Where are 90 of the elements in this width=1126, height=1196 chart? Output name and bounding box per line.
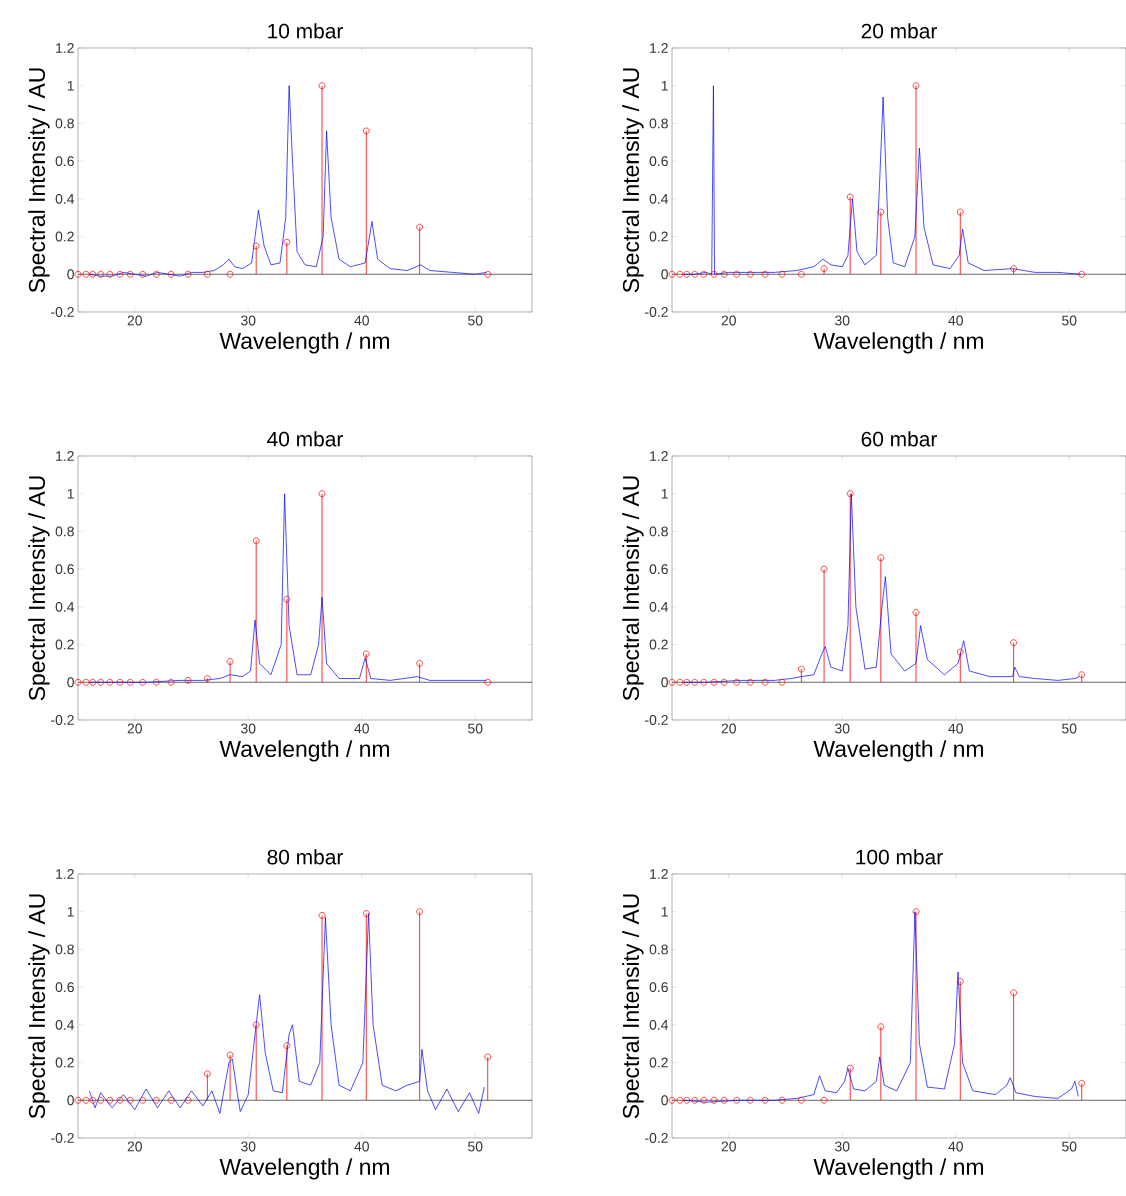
x-tick-label: 30 bbox=[240, 723, 256, 734]
y-tick-label: 1.2 bbox=[650, 43, 668, 53]
y-tick-label: 1.2 bbox=[650, 869, 668, 879]
y-tick-label: 1 bbox=[67, 488, 74, 499]
x-tick-label: 50 bbox=[467, 315, 483, 326]
y-tick-label: 0.6 bbox=[649, 564, 668, 575]
y-tick-label: 0 bbox=[661, 1095, 668, 1106]
y-tick-label: -0.2 bbox=[50, 715, 74, 725]
y-tick-label: 0.4 bbox=[55, 601, 74, 612]
y-tick-label: 1 bbox=[67, 80, 74, 91]
y-tick-label: 0 bbox=[661, 269, 668, 280]
y-axis-title: Spectral Intensity / AU bbox=[28, 476, 50, 701]
x-tick-label: 20 bbox=[127, 723, 142, 734]
y-tick-label: 0 bbox=[67, 1095, 74, 1106]
y-tick-label: 0.4 bbox=[649, 193, 668, 204]
y-tick-label: 0.4 bbox=[649, 1019, 668, 1030]
x-tick-label: 50 bbox=[1061, 1141, 1077, 1152]
y-tick-label: 0.2 bbox=[55, 639, 74, 650]
chart-title: 80 mbar bbox=[267, 849, 343, 865]
y-tick-label: 0.2 bbox=[649, 231, 668, 242]
y-tick-label: 0.8 bbox=[649, 944, 668, 955]
y-tick-label: 0.4 bbox=[55, 193, 74, 204]
chart-title: 60 mbar bbox=[861, 431, 937, 447]
y-tick-label: 1 bbox=[661, 906, 668, 917]
y-tick-label: 0 bbox=[67, 269, 74, 280]
y-tick-label: 1.2 bbox=[56, 451, 74, 461]
x-tick-label: 20 bbox=[127, 315, 142, 326]
y-tick-label: 0.8 bbox=[649, 118, 668, 129]
y-tick-label: 0.8 bbox=[55, 526, 74, 537]
chart-title: 40 mbar bbox=[267, 431, 343, 447]
y-tick-label: 0 bbox=[661, 677, 668, 688]
y-axis-title: Spectral Intensity / AU bbox=[622, 68, 644, 293]
y-tick-label: 0.2 bbox=[55, 1057, 74, 1068]
y-tick-label: 1 bbox=[661, 80, 668, 91]
y-tick-label: 0.8 bbox=[55, 118, 74, 129]
x-tick-label: 20 bbox=[721, 315, 736, 326]
x-tick-label: 50 bbox=[1061, 315, 1077, 326]
y-tick-label: -0.2 bbox=[50, 1133, 74, 1143]
x-tick-label: 20 bbox=[721, 1141, 736, 1152]
y-axis-title: Spectral Intensity / AU bbox=[622, 894, 644, 1119]
y-tick-label: 0.8 bbox=[649, 526, 668, 537]
x-tick-label: 40 bbox=[948, 315, 963, 326]
x-tick-label: 40 bbox=[948, 1141, 963, 1152]
y-tick-label: -0.2 bbox=[644, 307, 668, 317]
x-tick-label: 40 bbox=[354, 1141, 369, 1152]
y-tick-label: 0.6 bbox=[649, 982, 668, 993]
x-tick-label: 30 bbox=[240, 1141, 256, 1152]
y-axis-title: Spectral Intensity / AU bbox=[28, 68, 50, 293]
y-axis-title: Spectral Intensity / AU bbox=[622, 476, 644, 701]
y-tick-label: 0.6 bbox=[55, 564, 74, 575]
y-tick-label: 0.2 bbox=[55, 231, 74, 242]
y-tick-label: 1 bbox=[67, 906, 74, 917]
x-tick-label: 20 bbox=[721, 723, 736, 734]
y-tick-label: 0.4 bbox=[649, 601, 668, 612]
x-tick-label: 20 bbox=[127, 1141, 142, 1152]
y-tick-label: -0.2 bbox=[50, 307, 74, 317]
x-axis-title: Wavelength / nm bbox=[813, 740, 983, 762]
x-axis-title: Wavelength / nm bbox=[219, 740, 389, 762]
x-tick-label: 50 bbox=[1061, 723, 1077, 734]
y-tick-label: 0.6 bbox=[649, 156, 668, 167]
x-axis-title: Wavelength / nm bbox=[813, 1158, 983, 1180]
y-axis-title: Spectral Intensity / AU bbox=[28, 894, 50, 1119]
y-tick-label: 0.8 bbox=[55, 944, 74, 955]
y-tick-label: 1.2 bbox=[650, 451, 668, 461]
y-tick-label: 1 bbox=[661, 488, 668, 499]
y-tick-label: -0.2 bbox=[644, 715, 668, 725]
y-tick-label: -0.2 bbox=[644, 1133, 668, 1143]
x-tick-label: 50 bbox=[467, 723, 483, 734]
x-axis-title: Wavelength / nm bbox=[813, 332, 983, 354]
x-tick-label: 50 bbox=[467, 1141, 483, 1152]
chart-title: 100 mbar bbox=[856, 849, 943, 865]
y-tick-label: 1.2 bbox=[56, 869, 74, 879]
x-tick-label: 30 bbox=[834, 723, 850, 734]
chart-title: 10 mbar bbox=[268, 23, 343, 39]
x-tick-label: 30 bbox=[834, 315, 850, 326]
y-tick-label: 0.2 bbox=[649, 639, 668, 650]
y-tick-label: 0.2 bbox=[649, 1057, 668, 1068]
x-tick-label: 40 bbox=[948, 723, 963, 734]
y-tick-label: 0 bbox=[67, 677, 74, 688]
y-tick-label: 0.6 bbox=[55, 156, 74, 167]
y-tick-label: 0.6 bbox=[55, 982, 74, 993]
x-tick-label: 40 bbox=[354, 315, 369, 326]
y-tick-label: 0.4 bbox=[55, 1019, 74, 1030]
chart-title: 20 mbar bbox=[861, 23, 937, 39]
y-tick-label: 1.2 bbox=[56, 43, 74, 53]
x-tick-label: 30 bbox=[834, 1141, 850, 1152]
x-axis-title: Wavelength / nm bbox=[219, 332, 389, 354]
x-tick-label: 40 bbox=[354, 723, 369, 734]
x-tick-label: 30 bbox=[240, 315, 256, 326]
x-axis-title: Wavelength / nm bbox=[219, 1158, 389, 1180]
